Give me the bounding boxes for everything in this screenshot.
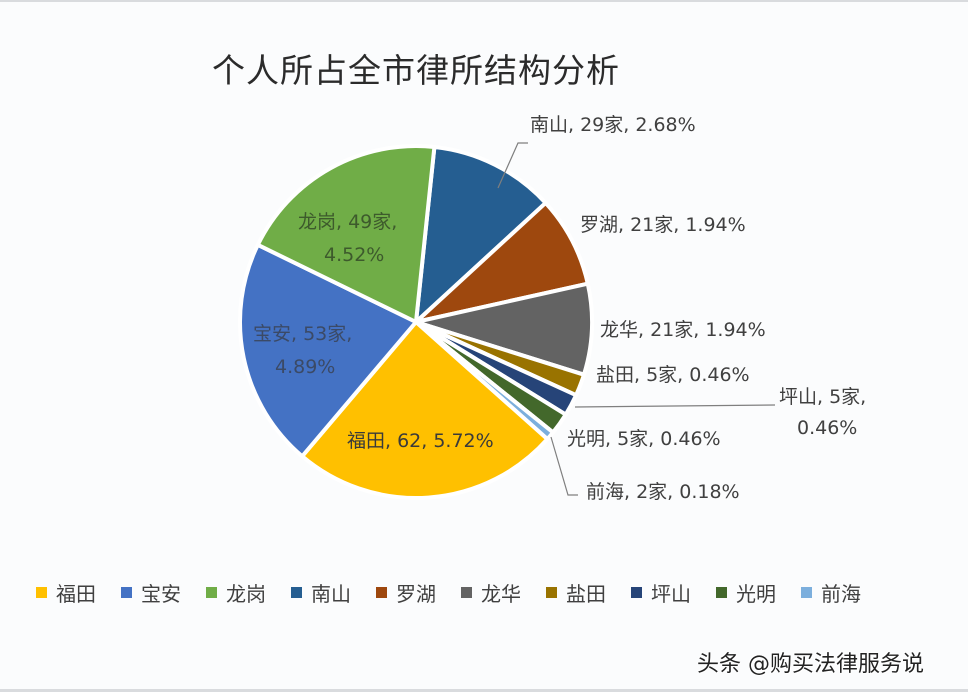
legend-swatch bbox=[631, 587, 642, 598]
legend-label: 龙岗 bbox=[226, 582, 266, 606]
legend-label: 南山 bbox=[311, 582, 351, 606]
legend-swatch bbox=[546, 587, 557, 598]
bottom-border bbox=[0, 689, 968, 692]
legend-swatch bbox=[801, 587, 812, 598]
leader-line-qianhai bbox=[550, 436, 578, 496]
legend-swatch bbox=[206, 587, 217, 598]
legend-swatch bbox=[36, 587, 47, 598]
legend-item-futian: 福田 bbox=[36, 578, 96, 607]
pie-slice-南山 bbox=[414, 144, 548, 324]
data-label-futian: 福田, 62, 5.72% bbox=[347, 430, 494, 452]
data-label-pingshan-line2: 0.46% bbox=[797, 417, 858, 439]
data-label-longhua: 龙华, 21家, 1.94% bbox=[600, 319, 766, 341]
legend-swatch bbox=[121, 587, 132, 598]
legend-item-guangming: 光明 bbox=[716, 578, 776, 607]
leader-line-nanshan bbox=[497, 142, 528, 189]
legend-swatch bbox=[716, 587, 727, 598]
legend-swatch bbox=[291, 587, 302, 598]
chart-legend: 福田 宝安 龙岗 南山 罗湖 龙华 盐田 坪山 光明 前海 bbox=[36, 578, 886, 607]
legend-item-qianhai: 前海 bbox=[801, 578, 861, 607]
legend-label: 光明 bbox=[736, 582, 776, 606]
data-label-pingshan-line1: 坪山, 5家, bbox=[779, 386, 867, 408]
data-label-baoan-line1: 宝安, 53家, bbox=[253, 323, 353, 345]
legend-label: 龙华 bbox=[481, 582, 521, 606]
pie-slice-福田 bbox=[300, 320, 550, 500]
legend-swatch bbox=[376, 587, 387, 598]
chart-title: 个人所占全市律所结构分析 bbox=[212, 51, 620, 90]
data-label-yantian: 盐田, 5家, 0.46% bbox=[596, 364, 750, 386]
legend-item-baoan: 宝安 bbox=[121, 578, 181, 607]
legend-label: 宝安 bbox=[141, 582, 181, 606]
legend-label: 前海 bbox=[821, 582, 861, 606]
legend-label: 坪山 bbox=[651, 582, 691, 606]
data-label-guangming: 光明, 5家, 0.46% bbox=[567, 428, 721, 450]
legend-item-pingshan: 坪山 bbox=[631, 578, 691, 607]
data-label-nanshan: 南山, 29家, 2.68% bbox=[530, 114, 696, 136]
watermark: 头条 @购买法律服务说 bbox=[697, 652, 924, 677]
pie-slices bbox=[238, 144, 594, 500]
legend-item-longgang: 龙岗 bbox=[206, 578, 266, 607]
legend-label: 福田 bbox=[56, 582, 96, 606]
data-label-longgang-line2: 4.52% bbox=[324, 244, 385, 266]
leader-line-pingshan bbox=[574, 404, 776, 408]
legend-item-luohu: 罗湖 bbox=[376, 578, 436, 607]
legend-item-nanshan: 南山 bbox=[291, 578, 351, 607]
data-label-longgang-line1: 龙岗, 49家, bbox=[298, 211, 398, 233]
pie-slice-宝安 bbox=[238, 242, 418, 459]
legend-swatch bbox=[461, 587, 472, 598]
legend-item-longhua: 龙华 bbox=[461, 578, 521, 607]
data-label-baoan-line2: 4.89% bbox=[275, 356, 336, 378]
data-label-luohu: 罗湖, 21家, 1.94% bbox=[580, 214, 746, 236]
legend-item-yantian: 盐田 bbox=[546, 578, 606, 607]
legend-label: 罗湖 bbox=[396, 582, 436, 606]
pie-slice-龙岗 bbox=[255, 144, 437, 324]
legend-label: 盐田 bbox=[566, 582, 606, 606]
data-label-qianhai: 前海, 2家, 0.18% bbox=[586, 481, 740, 503]
top-border bbox=[0, 0, 968, 2]
